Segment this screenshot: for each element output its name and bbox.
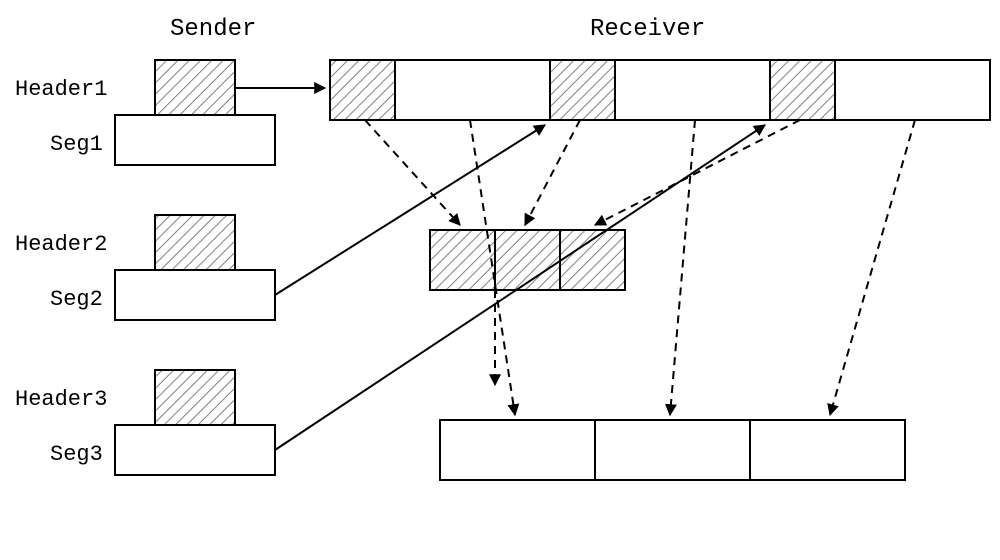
- arrow-top_h2_to_g2: [525, 120, 580, 225]
- diagram-canvas: Sender Receiver Header1 Seg1 Header2 Seg2 Head…: [0, 0, 1000, 560]
- sender-seg2-box: [115, 270, 275, 320]
- receiver-row-cell-2: [550, 60, 615, 120]
- sender-header1-box: [155, 60, 235, 115]
- segs-group-cell-1: [595, 420, 750, 480]
- label-seg1: Seg1: [50, 132, 103, 157]
- receiver-row-cell-3: [615, 60, 770, 120]
- receiver-row-cell-5: [835, 60, 990, 120]
- label-seg3: Seg3: [50, 442, 103, 467]
- sender-header3-box: [155, 370, 235, 425]
- label-header3: Header3: [15, 387, 107, 412]
- arrow-top_s3_to_b3: [830, 120, 915, 415]
- arrow-seg3_to_top: [275, 125, 765, 450]
- receiver-row-cell-0: [330, 60, 395, 120]
- title-sender: Sender: [170, 16, 256, 43]
- sender-seg3-box: [115, 425, 275, 475]
- label-header2: Header2: [15, 232, 107, 257]
- label-seg2: Seg2: [50, 287, 103, 312]
- arrow-top_h3_to_g3: [595, 120, 800, 225]
- title-receiver: Receiver: [590, 16, 705, 43]
- sender-header2-box: [155, 215, 235, 270]
- receiver-row-cell-1: [395, 60, 550, 120]
- arrow-top_s2_to_b2: [670, 120, 695, 415]
- segs-group-cell-0: [440, 420, 595, 480]
- label-header1: Header1: [15, 77, 107, 102]
- sender-seg1-box: [115, 115, 275, 165]
- segs-group-cell-2: [750, 420, 905, 480]
- receiver-row-cell-4: [770, 60, 835, 120]
- headers-group-cell-0: [430, 230, 495, 290]
- headers-group-cell-1: [495, 230, 560, 290]
